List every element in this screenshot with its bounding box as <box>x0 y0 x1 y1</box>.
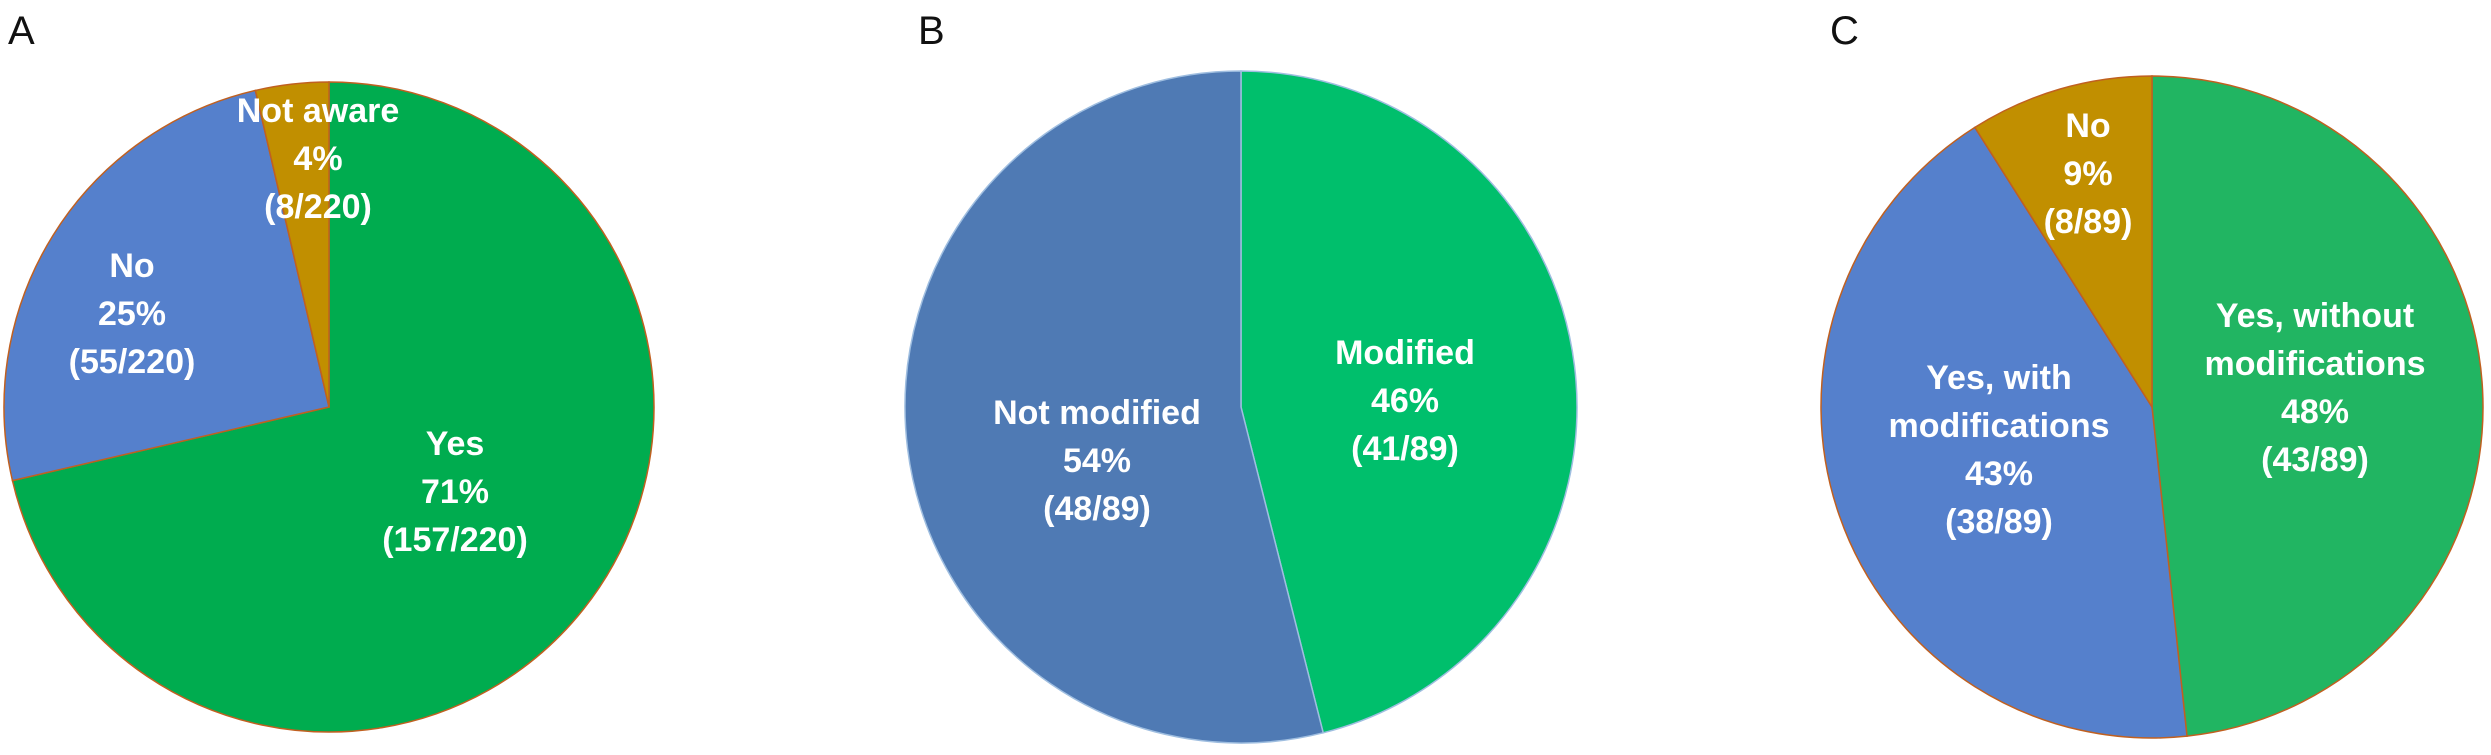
slice-label-line: 4% <box>293 140 342 178</box>
slice-label-line: (157/220) <box>382 521 528 559</box>
slice-label-line: (8/89) <box>2044 203 2133 241</box>
slice-label-line: 46% <box>1371 382 1439 420</box>
pie-chart-a: Yes 71% (157/220) No 25% (55/220) Not aware 4% (… <box>3 81 655 733</box>
slice-label-line: Yes <box>426 425 485 463</box>
slice-label-line: 54% <box>1063 442 1131 480</box>
slice-label-c-2: No 9% (8/89) <box>2044 107 2133 241</box>
slice-label-line: Yes, with <box>1926 359 2072 397</box>
slice-label-line: modifications <box>2204 345 2425 383</box>
slice-label-b-1: Not modified 54% (48/89) <box>993 394 1201 528</box>
slice-label-a-1: No 25% (55/220) <box>69 247 196 381</box>
slice-label-line: Yes, without <box>2216 297 2414 335</box>
slice-label-line: No <box>109 247 154 285</box>
slice-label-line: 48% <box>2281 393 2349 431</box>
slice-label-line: Not modified <box>993 394 1201 432</box>
pie-slice-b-0 <box>1240 70 1578 734</box>
pie-slice-c-0 <box>2151 75 2484 737</box>
panel-letter-b: B <box>918 9 945 53</box>
slice-label-line: 9% <box>2063 155 2112 193</box>
slice-label-line: No <box>2065 107 2110 145</box>
slice-label-line: (8/220) <box>264 188 372 226</box>
panel-letter-c: C <box>1830 9 1859 53</box>
pie-slice-a-1 <box>3 89 330 482</box>
slice-label-a-0: Yes 71% (157/220) <box>382 425 528 559</box>
slice-label-line: 43% <box>1965 455 2033 493</box>
slice-label-c-0: Yes, without modifications 48% (43/89) <box>2204 297 2425 479</box>
slice-label-line: Modified <box>1335 334 1475 372</box>
slice-label-line: modifications <box>1888 407 2109 445</box>
slice-label-line: Not aware <box>237 92 400 130</box>
slice-label-line: (48/89) <box>1043 490 1151 528</box>
slice-label-line: (43/89) <box>2261 441 2369 479</box>
pie-slice-a-2 <box>254 81 330 408</box>
slice-label-line: 71% <box>421 473 489 511</box>
slice-label-line: (38/89) <box>1945 503 2053 541</box>
pie-slice-c-2 <box>1973 75 2153 410</box>
pie-slice-a-0 <box>11 81 655 733</box>
slice-label-line: (41/89) <box>1351 430 1459 468</box>
slice-label-a-2: Not aware 4% (8/220) <box>237 92 400 226</box>
panel-letter-a: A <box>8 9 35 53</box>
slice-label-line: (55/220) <box>69 343 196 381</box>
pie-chart-b: Modified 46% (41/89) Not modified 54% (48/89) <box>904 70 1578 744</box>
pie-slice-b-1 <box>904 70 1325 744</box>
slice-label-b-0: Modified 46% (41/89) <box>1335 334 1475 468</box>
pie-chart-c: Yes, without modifications 48% (43/89)Yes, … <box>1820 75 2484 739</box>
pie-slice-c-1 <box>1820 126 2188 739</box>
slice-label-line: 25% <box>98 295 166 333</box>
slice-label-c-1: Yes, with modifications 43% (38/89) <box>1888 359 2109 541</box>
